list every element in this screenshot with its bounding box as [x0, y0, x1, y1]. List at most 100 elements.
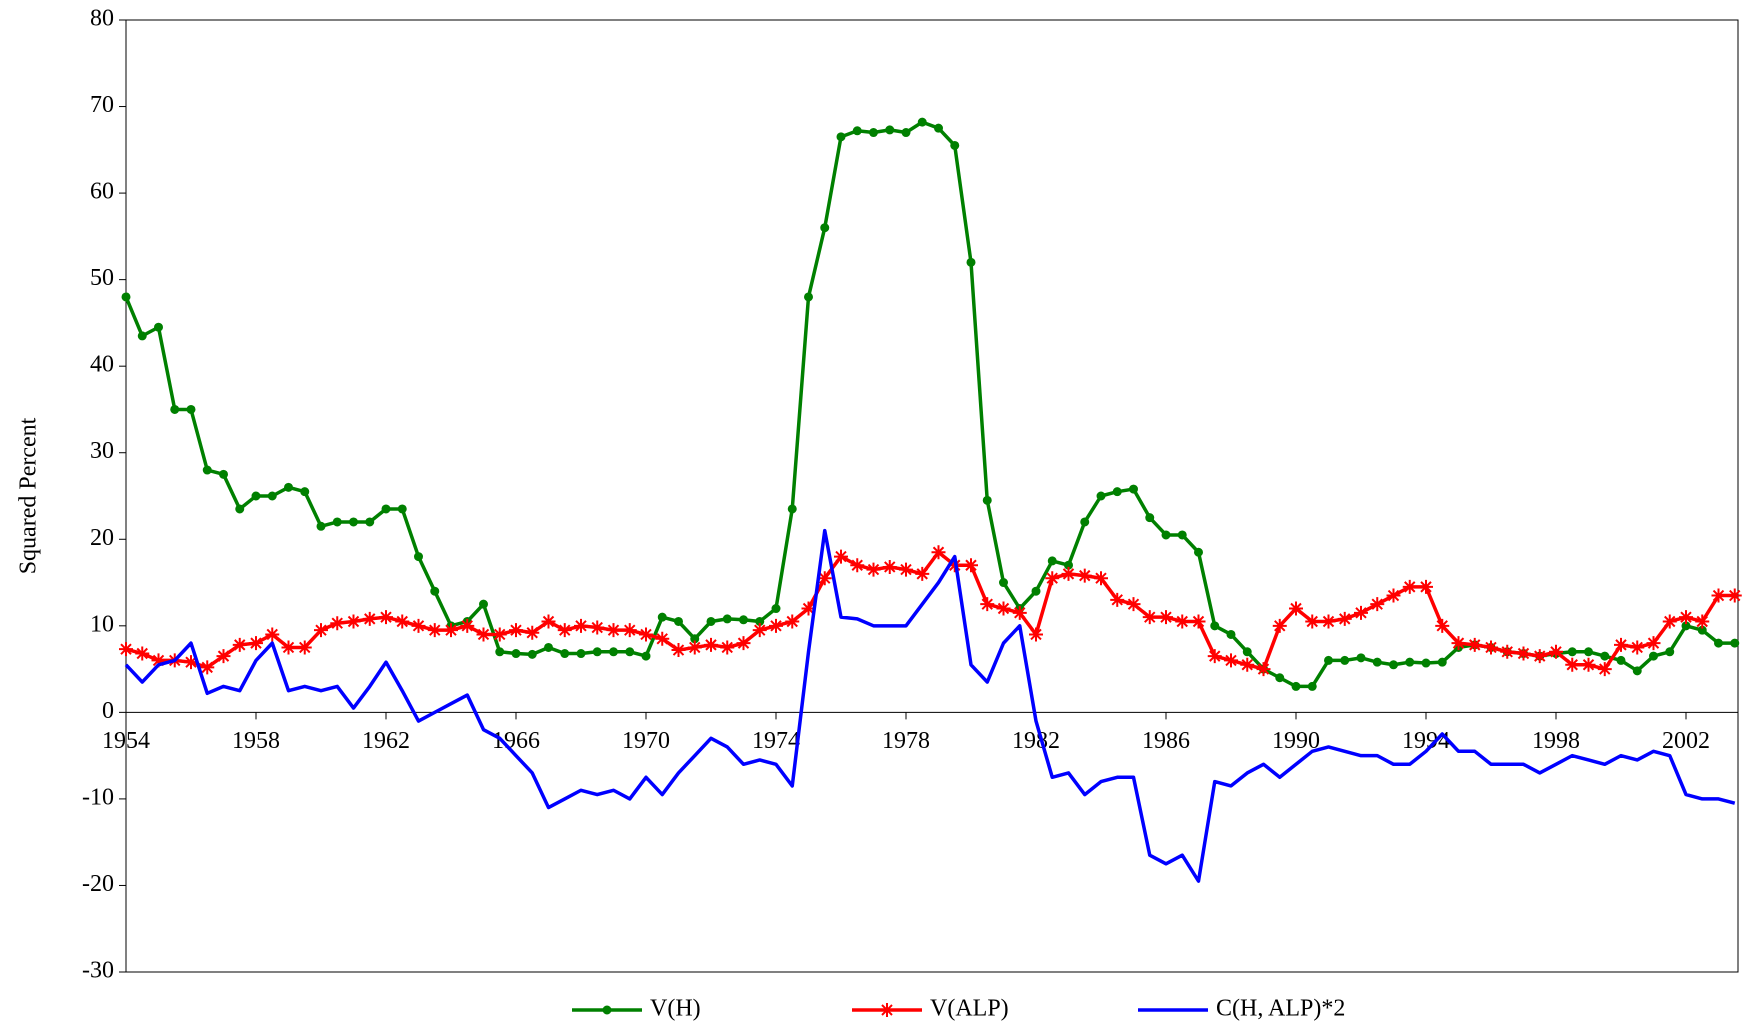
- point-marker: [170, 404, 180, 414]
- point-marker: [625, 647, 635, 657]
- point-marker: [785, 614, 800, 629]
- point-marker: [609, 647, 618, 657]
- point-marker: [869, 128, 878, 138]
- point-marker: [885, 125, 895, 135]
- point-marker: [1567, 647, 1577, 657]
- point-marker: [219, 469, 228, 479]
- point-marker: [479, 599, 488, 609]
- point-marker: [722, 614, 732, 624]
- x-tick-label: 1962: [362, 728, 410, 754]
- point-marker: [1110, 592, 1125, 607]
- point-marker: [641, 651, 651, 661]
- point-marker: [674, 616, 683, 626]
- point-marker: [184, 655, 198, 670]
- point-marker: [281, 640, 296, 655]
- point-marker: [1549, 644, 1563, 659]
- point-marker: [527, 649, 537, 659]
- y-tick-label: -10: [82, 784, 114, 810]
- point-marker: [1226, 629, 1236, 639]
- point-marker: [1256, 662, 1271, 677]
- point-marker: [1324, 655, 1333, 665]
- point-marker: [397, 504, 407, 514]
- plot-area: [125, 19, 1739, 973]
- point-marker: [186, 404, 196, 414]
- point-marker: [1389, 660, 1398, 670]
- point-marker: [590, 620, 605, 635]
- y-tick-label: 50: [90, 265, 114, 291]
- point-marker: [1096, 491, 1106, 501]
- point-marker: [1129, 484, 1138, 494]
- y-axis-label: Squared Percent: [16, 417, 42, 574]
- point-marker: [1679, 610, 1693, 625]
- point-marker: [866, 562, 881, 577]
- point-marker: [852, 126, 862, 136]
- point-marker: [1275, 673, 1285, 683]
- point-marker: [1061, 566, 1076, 581]
- point-marker: [511, 649, 521, 659]
- y-tick-label: 10: [90, 611, 114, 637]
- point-marker: [151, 653, 166, 668]
- point-marker: [1207, 649, 1222, 664]
- point-marker: [1340, 655, 1350, 665]
- point-marker: [820, 223, 830, 233]
- point-marker: [899, 562, 913, 577]
- point-marker: [1337, 611, 1352, 626]
- point-marker: [966, 257, 976, 267]
- point-marker: [1191, 614, 1206, 629]
- point-marker: [931, 545, 946, 560]
- point-marker: [1175, 614, 1190, 629]
- point-marker: [1711, 588, 1726, 603]
- point-marker: [950, 140, 960, 150]
- point-marker: [1532, 649, 1547, 664]
- point-marker: [216, 649, 231, 664]
- point-marker: [1437, 657, 1447, 667]
- point-marker: [414, 552, 423, 562]
- point-marker: [560, 649, 570, 659]
- point-marker: [495, 647, 505, 657]
- point-marker: [362, 611, 377, 626]
- point-marker: [1695, 614, 1710, 629]
- point-marker: [460, 618, 475, 633]
- point-marker: [1012, 605, 1027, 620]
- point-marker: [1077, 568, 1092, 583]
- point-marker: [1112, 487, 1122, 497]
- point-marker: [606, 623, 621, 638]
- point-marker: [1600, 651, 1610, 661]
- point-marker: [476, 627, 491, 642]
- point-marker: [444, 623, 458, 638]
- point-marker: [330, 616, 345, 631]
- point-marker: [509, 623, 523, 638]
- x-tick-label: 1982: [1012, 728, 1060, 754]
- point-marker: [332, 517, 342, 527]
- point-marker: [655, 631, 670, 646]
- x-tick-label: 1966: [492, 728, 540, 754]
- point-marker: [232, 637, 247, 652]
- point-marker: [657, 612, 667, 622]
- point-marker: [557, 623, 572, 638]
- point-marker: [1307, 681, 1317, 691]
- point-marker: [1500, 644, 1515, 659]
- point-marker: [1484, 640, 1498, 655]
- point-marker: [934, 123, 943, 133]
- point-marker: [1240, 657, 1255, 672]
- point-marker: [787, 504, 797, 514]
- point-marker: [836, 132, 846, 142]
- point-marker: [1356, 653, 1366, 663]
- point-marker: [154, 322, 163, 332]
- point-marker: [739, 615, 748, 625]
- point-marker: [999, 578, 1008, 588]
- x-tick-label: 1958: [232, 728, 280, 754]
- point-marker: [1194, 547, 1203, 557]
- point-marker: [817, 571, 832, 586]
- y-tick-label: 30: [90, 438, 114, 464]
- point-marker: [752, 623, 767, 638]
- x-tick-label: 2002: [1662, 728, 1710, 754]
- point-marker: [544, 642, 553, 652]
- point-marker: [349, 517, 358, 527]
- legend-label: V(ALP): [930, 996, 1009, 1022]
- point-marker: [592, 647, 602, 657]
- point-marker: [1210, 621, 1220, 631]
- legend-label: V(H): [650, 996, 701, 1022]
- point-marker: [249, 636, 263, 651]
